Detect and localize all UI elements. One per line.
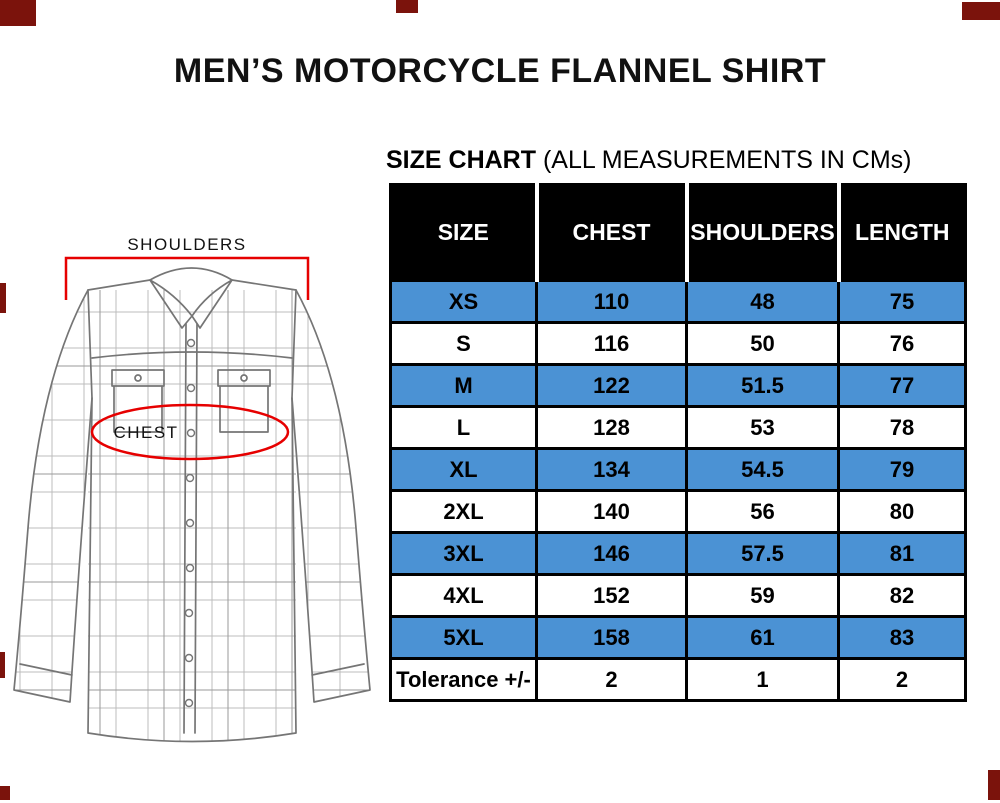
length-cell: 78 [837, 405, 967, 450]
shoulders-cell: 51.5 [685, 363, 840, 408]
shoulders-cell: 48 [685, 279, 840, 324]
shirt-collar [149, 267, 233, 329]
length-cell: 76 [837, 321, 967, 366]
shirt-placket [183, 323, 198, 734]
placket-buttons [184, 338, 196, 708]
length-cell: 80 [837, 489, 967, 534]
column-header-shoulders: SHOULDERS [684, 184, 839, 281]
scan-artifact [0, 0, 36, 26]
size-chart-table: SIZE CHEST SHOULDERS LENGTH XS 110 48 75 S 11… [389, 183, 967, 702]
pocket-button-right [240, 374, 248, 382]
pocket-button-left [134, 374, 142, 382]
size-cell: Tolerance +/- [389, 657, 538, 702]
chest-cell: 134 [535, 447, 688, 492]
shoulders-label: SHOULDERS [127, 235, 246, 254]
shirt-body [87, 279, 297, 743]
size-cell: XL [389, 447, 538, 492]
size-cell: XS [389, 279, 538, 324]
size-table-body: XS 110 48 75 S 116 50 76 M 122 51.5 77 L 128 53 78 XL 134… [389, 279, 967, 702]
scan-artifact [396, 0, 418, 13]
size-cell: 2XL [389, 489, 538, 534]
shoulders-cell: 54.5 [685, 447, 840, 492]
column-header-chest: CHEST [534, 184, 687, 281]
length-cell: 77 [837, 363, 967, 408]
size-table-header: SIZE CHEST SHOULDERS LENGTH [390, 184, 966, 281]
chest-cell: 116 [535, 321, 688, 366]
chest-cell: 122 [535, 363, 688, 408]
table-row: 2XL 140 56 80 [389, 489, 967, 534]
chest-cell: 140 [535, 489, 688, 534]
chest-cell: 2 [535, 657, 688, 702]
scan-artifact [0, 786, 10, 800]
size-cell: S [389, 321, 538, 366]
chest-ellipse [90, 403, 290, 461]
chest-cell: 158 [535, 615, 688, 660]
chest-label: CHEST [113, 423, 178, 442]
shoulders-cell: 1 [685, 657, 840, 702]
shirt-illustration: SHOULDERS CHEST [13, 235, 371, 743]
table-row: S 116 50 76 [389, 321, 967, 366]
scan-artifact [962, 2, 1000, 20]
size-chart-heading: SIZE CHART (ALL MEASUREMENTS IN CMs) [386, 146, 912, 175]
scan-artifact [988, 770, 1000, 800]
length-cell: 75 [837, 279, 967, 324]
shoulders-cell: 57.5 [685, 531, 840, 576]
scan-artifact [0, 652, 5, 678]
length-cell: 83 [837, 615, 967, 660]
page-title: MEN’S MOTORCYCLE FLANNEL SHIRT [173, 52, 827, 90]
shoulders-cell: 56 [685, 489, 840, 534]
chest-cell: 110 [535, 279, 688, 324]
plaid-accent-lines [14, 290, 370, 742]
chest-cell: 152 [535, 573, 688, 618]
scan-artifact [0, 283, 6, 313]
shoulders-cell: 61 [685, 615, 840, 660]
table-row: XS 110 48 75 [389, 279, 967, 324]
length-cell: 2 [837, 657, 967, 702]
table-row: L 128 53 78 [389, 405, 967, 450]
table-row: Tolerance +/- 2 1 2 [389, 657, 967, 702]
size-cell: M [389, 363, 538, 408]
shirt-illustration-container: SHOULDERS CHEST [0, 228, 385, 798]
chest-cell: 128 [535, 405, 688, 450]
size-chart-heading-note: (ALL MEASUREMENTS IN CMs) [542, 146, 912, 174]
shirt-yoke-seam [91, 351, 293, 359]
shirt-outline [13, 267, 371, 743]
shirt-left-pocket [111, 369, 165, 433]
chest-cell: 146 [535, 531, 688, 576]
table-row: 4XL 152 59 82 [389, 573, 967, 618]
size-cell: L [389, 405, 538, 450]
size-cell: 4XL [389, 573, 538, 618]
length-cell: 79 [837, 447, 967, 492]
size-cell: 3XL [389, 531, 538, 576]
shirt-right-pocket [217, 369, 271, 433]
table-row: 3XL 146 57.5 81 [389, 531, 967, 576]
shoulders-bracket [64, 256, 310, 300]
header-row: SIZE CHEST SHOULDERS LENGTH [390, 184, 966, 281]
shirt-left-sleeve [13, 289, 93, 703]
shirt-right-sleeve [291, 289, 371, 703]
column-header-length: LENGTH [836, 184, 966, 281]
shoulders-cell: 50 [685, 321, 840, 366]
size-cell: 5XL [389, 615, 538, 660]
shoulders-cell: 53 [685, 405, 840, 450]
length-cell: 82 [837, 573, 967, 618]
column-header-size: SIZE [390, 184, 537, 281]
shoulders-cell: 59 [685, 573, 840, 618]
table-row: 5XL 158 61 83 [389, 615, 967, 660]
table-row: M 122 51.5 77 [389, 363, 967, 408]
table-row: XL 134 54.5 79 [389, 447, 967, 492]
length-cell: 81 [837, 531, 967, 576]
size-chart-heading-bold: SIZE CHART [386, 146, 536, 174]
